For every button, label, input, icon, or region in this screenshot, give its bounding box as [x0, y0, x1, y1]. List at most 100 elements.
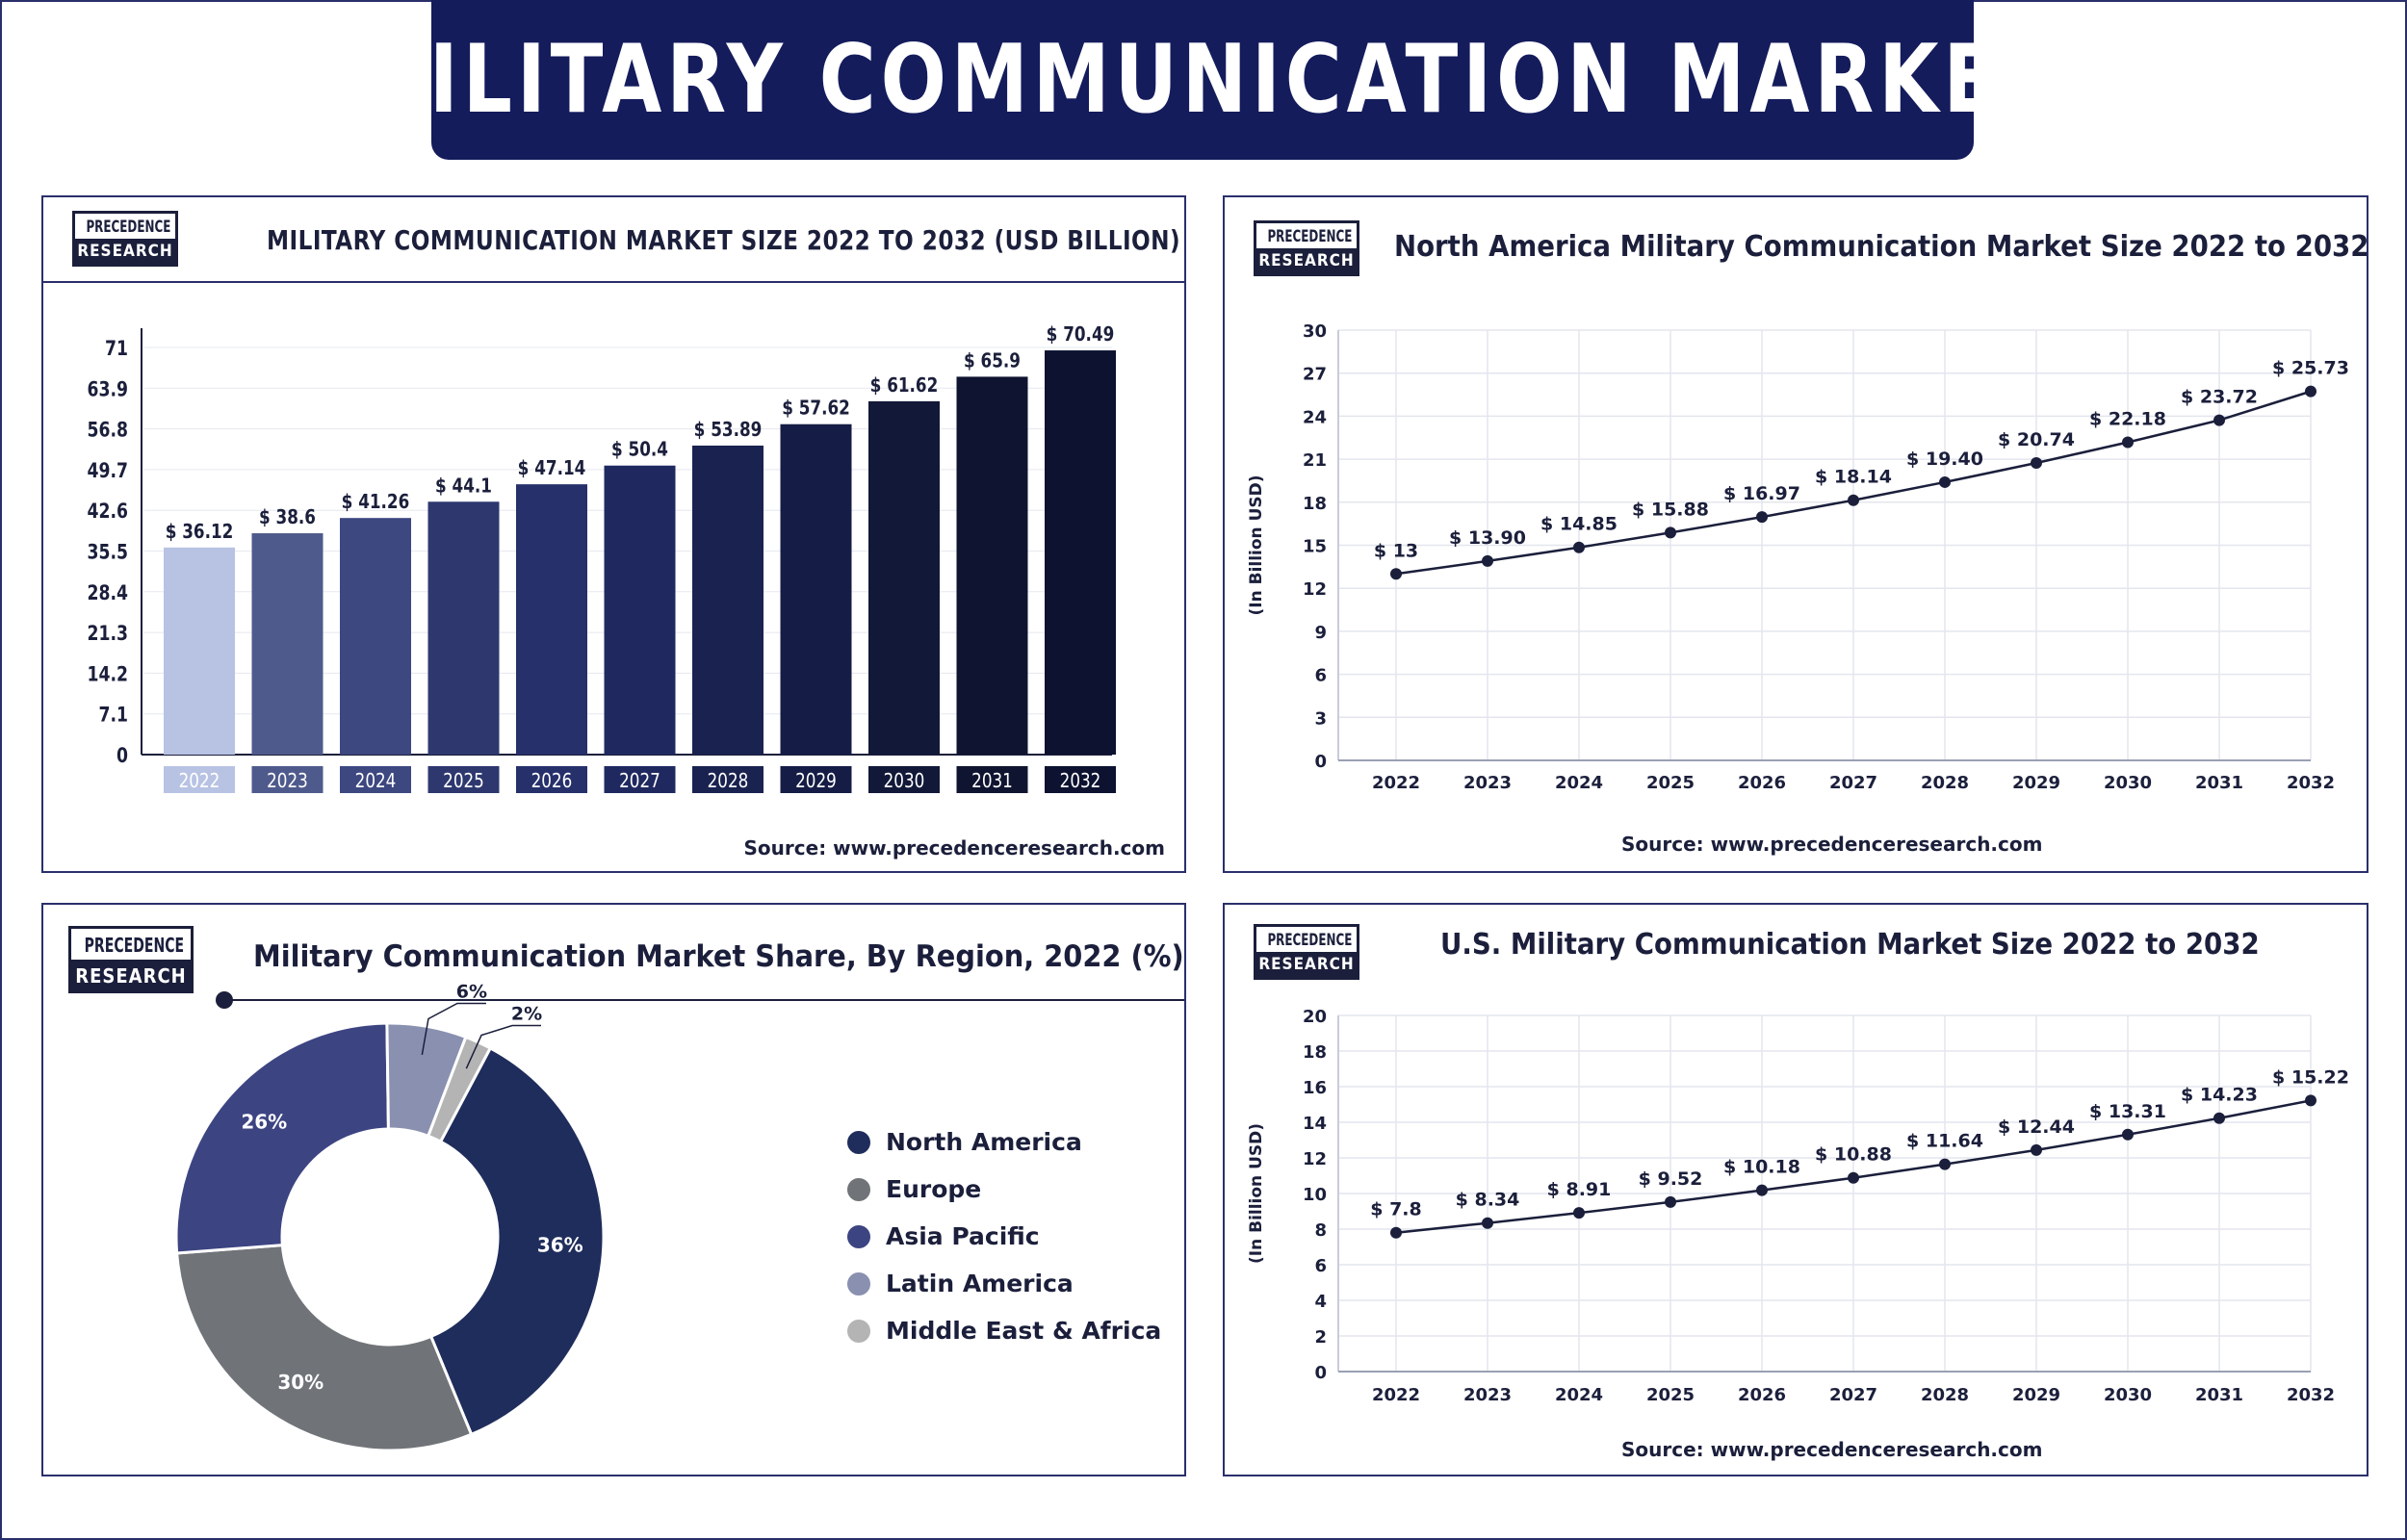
- bar-data-label: $ 38.6: [259, 507, 316, 529]
- logo-line2: RESEARCH: [75, 239, 175, 264]
- slice-value-label: 26%: [241, 1111, 287, 1134]
- market-size-panel: PRECEDENCE RESEARCH MILITARY COMMUNICATI…: [41, 195, 1186, 873]
- data-point: [1573, 541, 1585, 553]
- title-rule: [224, 999, 1184, 1001]
- legend-item: Europe: [847, 1175, 981, 1203]
- us-line-chart: 0 2 4 6 8 10 12 14 16 18 20 2022 2023 2024 2025 2026 202…: [1247, 1007, 2349, 1405]
- x-tick-label: 2022: [179, 771, 220, 793]
- y-tick-label: 6: [1314, 1256, 1327, 1276]
- data-label: $ 13.90: [1449, 527, 1526, 549]
- x-tick-label: 2032: [2287, 773, 2335, 793]
- data-label: $ 8.91: [1547, 1179, 1612, 1200]
- x-tick-label: 2029: [2012, 773, 2060, 793]
- data-point: [1756, 1184, 1768, 1196]
- north-america-source: Source: www.precedenceresearch.com: [1621, 833, 2043, 856]
- bar: [604, 465, 676, 755]
- x-tick-label: 2032: [1060, 771, 1101, 793]
- legend-label: Middle East & Africa: [886, 1317, 1162, 1345]
- x-tick-box: [604, 766, 676, 793]
- bar: [780, 424, 852, 755]
- y-tick-label: 14: [1303, 1114, 1327, 1134]
- data-label: $ 22.18: [2089, 409, 2166, 430]
- x-tick-box: [1045, 766, 1116, 793]
- precedence-logo: PRECEDENCE RESEARCH: [1254, 220, 1359, 276]
- x-tick-label: 2027: [1829, 1385, 1877, 1405]
- legend-swatch: [847, 1271, 870, 1296]
- y-tick-label: 21.3: [88, 621, 128, 645]
- region-donut-chart: 36% 30% 26% 6% 2%: [174, 981, 606, 1452]
- logo-line1: PRECEDENCE: [1267, 227, 1353, 246]
- x-tick-box: [516, 766, 587, 793]
- market-size-source: Source: www.precedenceresearch.com: [743, 836, 1165, 860]
- data-label: $ 20.74: [1998, 429, 2075, 450]
- north-america-title: North America Military Communication Mar…: [1394, 230, 2369, 264]
- y-tick-label: 18: [1303, 494, 1327, 514]
- logo-line2: RESEARCH: [1256, 952, 1357, 977]
- data-point: [2122, 1128, 2134, 1141]
- data-label: $ 11.64: [1906, 1131, 1983, 1152]
- x-tick-label: 2029: [795, 771, 837, 793]
- y-tick-label: 35.5: [88, 540, 128, 564]
- data-point: [2213, 414, 2225, 426]
- legend-swatch: [847, 1319, 870, 1343]
- x-tick-label: 2028: [708, 771, 749, 793]
- slice-leader-line: [421, 1002, 486, 1056]
- y-tick-label: 30: [1303, 321, 1327, 342]
- bar-data-label: $ 70.49: [1047, 324, 1115, 346]
- bar-data-label: $ 61.62: [870, 375, 939, 398]
- y-tick-label: 10: [1303, 1185, 1327, 1205]
- bar: [1045, 350, 1116, 755]
- bar-data-label: $ 41.26: [342, 492, 410, 514]
- precedence-logo: PRECEDENCE RESEARCH: [72, 211, 178, 267]
- bar-data-label: $ 50.4: [611, 439, 668, 461]
- data-label: $ 7.8: [1370, 1199, 1422, 1220]
- y-tick-label: 15: [1303, 537, 1327, 557]
- x-tick-label: 2025: [1646, 773, 1695, 793]
- legend-item: Middle East & Africa: [847, 1317, 1161, 1345]
- y-tick-label: 27: [1303, 365, 1327, 385]
- bar-data-label: $ 44.1: [435, 475, 492, 498]
- x-tick-box: [427, 766, 500, 793]
- x-tick-label: 2022: [1372, 773, 1420, 793]
- data-point: [1390, 568, 1402, 580]
- legend-label: Latin America: [886, 1270, 1074, 1297]
- logo-line1: PRECEDENCE: [1267, 931, 1353, 950]
- donut-slice: [428, 1045, 606, 1437]
- y-tick-label: 56.8: [88, 418, 128, 442]
- data-label: $ 14.85: [1540, 514, 1618, 535]
- x-tick-label: 2022: [1372, 1385, 1420, 1405]
- data-label: $ 10.88: [1815, 1144, 1892, 1166]
- x-tick-label: 2028: [1921, 773, 1969, 793]
- data-label: $ 18.14: [1815, 467, 1892, 488]
- x-tick-label: 2032: [2287, 1385, 2335, 1405]
- x-tick-box: [780, 766, 852, 793]
- data-point: [2031, 456, 2042, 469]
- data-label: $ 23.72: [2181, 387, 2258, 408]
- x-tick-label: 2025: [1646, 1385, 1695, 1405]
- x-tick-label: 2024: [1555, 773, 1603, 793]
- data-label: $ 25.73: [2272, 358, 2349, 379]
- data-label: $ 13.31: [2089, 1101, 2166, 1122]
- y-tick-label: 6: [1314, 666, 1327, 686]
- precedence-logo: PRECEDENCE RESEARCH: [68, 926, 194, 993]
- slice-value-label: 2%: [511, 1004, 542, 1025]
- legend-label: North America: [886, 1128, 1082, 1156]
- y-axis-label: (In Billion USD): [1247, 475, 1266, 615]
- x-tick-label: 2027: [1829, 773, 1877, 793]
- bar: [427, 501, 500, 755]
- bar-data-label: $ 53.89: [694, 420, 763, 442]
- data-point: [1482, 1217, 1493, 1229]
- data-point: [1939, 1158, 1951, 1170]
- x-tick-box: [251, 766, 324, 793]
- data-label: $ 12.44: [1998, 1116, 2075, 1138]
- legend-label: Europe: [886, 1175, 982, 1203]
- bar-chart: 0 7.1 14.2 21.3 28.4 35.5 42.6 49.7 56.8 63.9 71 $ …: [88, 324, 1116, 793]
- x-tick-label: 2025: [443, 771, 484, 793]
- bar: [164, 547, 235, 755]
- y-tick-label: 71: [105, 336, 128, 360]
- x-tick-box: [340, 766, 411, 793]
- data-point: [2031, 1143, 2042, 1156]
- bar: [956, 376, 1028, 755]
- us-source: Source: www.precedenceresearch.com: [1621, 1438, 2043, 1461]
- logo-line2: RESEARCH: [1256, 248, 1357, 273]
